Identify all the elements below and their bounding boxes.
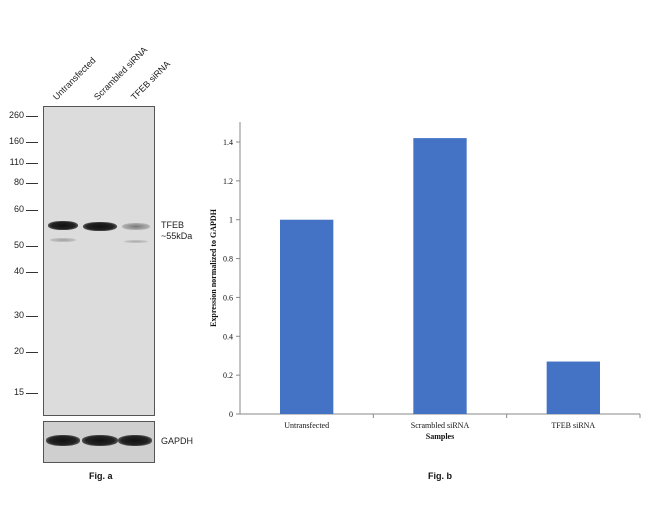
x-axis-tick-labels: Untransfected Scrambled siRNA TFEB siRNA <box>284 414 641 430</box>
bars <box>280 138 600 414</box>
mw-tick-20 <box>26 352 38 353</box>
y-tick-label: 0.8 <box>223 255 233 264</box>
mw-marker-40: 40 <box>13 266 24 276</box>
mw-tick-30 <box>26 316 38 317</box>
bar-tfeb-sirna <box>546 361 600 414</box>
y-tick-label: 0 <box>229 410 233 419</box>
fig-a-label: Fig. a <box>89 471 113 481</box>
nonspecific-band-2 <box>124 240 148 243</box>
fig-b-label: Fig. b <box>428 471 452 481</box>
mw-marker-260: 260 <box>8 110 24 120</box>
x-tick-label: Untransfected <box>284 421 329 430</box>
mw-tick-60 <box>26 210 38 211</box>
mw-marker-80: 80 <box>13 177 24 187</box>
mw-marker-20: 20 <box>13 346 24 356</box>
loading-control-label: GAPDH <box>161 436 194 446</box>
x-tick-label: TFEB siRNA <box>551 421 595 430</box>
band-untransfected <box>48 221 78 230</box>
target-label: TFEB <box>161 220 185 230</box>
mw-marker-30: 30 <box>13 310 24 320</box>
mw-tick-260 <box>26 116 38 117</box>
band-tfeb-sirna <box>122 223 150 230</box>
mw-marker-110: 110 <box>9 157 24 167</box>
mw-tick-160 <box>26 142 38 143</box>
mw-tick-110 <box>26 163 38 164</box>
bar-scrambled-sirna <box>413 138 467 414</box>
x-axis-title: Samples <box>426 432 454 441</box>
y-tick-label: 1.4 <box>223 138 233 147</box>
y-axis-ticks: 0 0.2 0.4 0.6 0.8 1 1.2 1.4 <box>223 138 240 419</box>
mw-marker-160: 160 <box>8 136 24 146</box>
band-scrambled-sirna <box>83 222 117 231</box>
bar-untransfected <box>280 219 334 414</box>
mw-tick-40 <box>26 272 38 273</box>
mw-marker-50: 50 <box>13 240 24 250</box>
x-tick-label: Scrambled siRNA <box>411 421 470 430</box>
nonspecific-band-1 <box>50 238 76 242</box>
mw-tick-80 <box>26 183 38 184</box>
gapdh-band-scrambled-sirna <box>82 435 118 446</box>
y-tick-label: 1.2 <box>223 177 233 186</box>
mw-tick-50 <box>26 246 38 247</box>
gapdh-band-tfeb-sirna <box>118 435 152 446</box>
mw-tick-15 <box>26 393 38 394</box>
y-tick-label: 0.6 <box>223 293 233 302</box>
mw-marker-60: 60 <box>13 204 24 214</box>
y-tick-label: 1 <box>229 216 233 225</box>
gapdh-band-untransfected <box>46 435 80 446</box>
target-size-label: ~55kDa <box>161 231 193 241</box>
mw-marker-15: 15 <box>13 387 24 397</box>
y-tick-label: 0.4 <box>223 332 233 341</box>
y-tick-label: 0.2 <box>223 371 233 380</box>
blot-membrane <box>43 106 155 416</box>
y-axis-title: Expression normalized to GAPDH <box>209 208 218 327</box>
